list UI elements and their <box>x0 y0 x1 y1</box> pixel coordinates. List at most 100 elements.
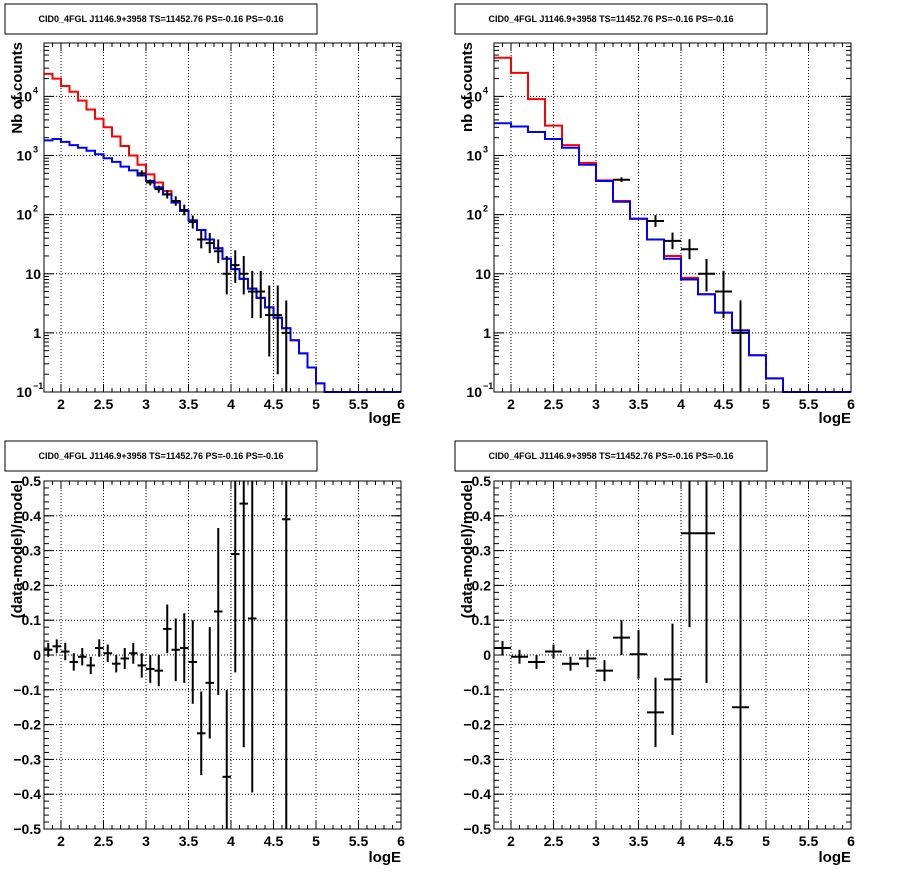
plot-area <box>494 481 749 829</box>
y-axis-title: nb of counts <box>459 42 476 132</box>
data-point <box>664 623 681 736</box>
data-point <box>681 481 698 628</box>
data-point <box>197 691 206 776</box>
x-tick-label: 3.5 <box>179 396 199 412</box>
plot-area <box>494 56 851 393</box>
y-tick-label: −0.5 <box>463 821 491 837</box>
data-point <box>103 644 112 662</box>
x-tick-label: 5.5 <box>799 833 819 849</box>
x-tick-label: 4 <box>227 396 235 412</box>
x-tick-label: 5 <box>312 396 320 412</box>
panel-top-left: CID0_4FGL J1146.9+3958 TS=11452.76 PS=-0… <box>4 3 405 427</box>
data-point <box>613 177 630 183</box>
data-point <box>154 185 163 193</box>
y-tick-label: −0.3 <box>463 751 491 767</box>
data-point <box>129 642 138 664</box>
data-point <box>596 660 613 682</box>
x-tick-label: 4.5 <box>714 396 734 412</box>
y-tick-label: 0 <box>33 647 41 663</box>
y-tick-label: 10 <box>16 384 32 400</box>
data-point <box>282 300 291 392</box>
x-tick-label: 6 <box>397 396 405 412</box>
data-point <box>647 677 664 748</box>
panel-title: CID0_4FGL J1146.9+3958 TS=11452.76 PS=-0… <box>488 451 733 461</box>
y-tick-exponent: 2 <box>483 204 488 214</box>
data-point <box>78 648 87 666</box>
data-point <box>231 250 240 283</box>
y-tick-label: 10 <box>16 88 32 104</box>
y-tick-label: −0.4 <box>13 786 41 802</box>
plot-area <box>44 72 401 393</box>
y-axis-title: Nb of counts <box>9 42 26 134</box>
x-tick-label: 5 <box>762 396 770 412</box>
data-point <box>732 481 749 829</box>
y-tick-exponent: 4 <box>33 85 38 95</box>
data-point <box>137 170 146 177</box>
data-point <box>231 481 240 673</box>
x-tick-label: 3 <box>592 396 600 412</box>
data-point <box>44 642 53 657</box>
data-point <box>630 629 647 679</box>
data-point <box>613 620 630 655</box>
y-axis-title: (data-model)/model <box>459 480 476 618</box>
x-tick-label: 3 <box>142 833 150 849</box>
y-tick-label: −0.2 <box>13 717 41 733</box>
y-tick-label: 0.2 <box>22 577 42 593</box>
data-point <box>562 656 579 671</box>
plot-frame <box>493 42 852 393</box>
data-point <box>120 648 129 669</box>
data-point <box>239 256 248 295</box>
panel-title-box <box>4 440 318 472</box>
data-point <box>197 230 206 249</box>
x-tick-label: 5.5 <box>349 833 369 849</box>
data-point <box>214 527 223 696</box>
data-point <box>86 656 95 675</box>
grid <box>44 481 401 829</box>
y-tick-exponent: 2 <box>33 204 38 214</box>
x-tick-label: 6 <box>397 833 405 849</box>
y-tick-label: 0.3 <box>22 543 42 559</box>
x-tick-label: 4.5 <box>264 396 284 412</box>
data-point <box>61 642 70 661</box>
data-point <box>239 481 248 748</box>
x-tick-label: 2 <box>507 396 515 412</box>
data-point <box>579 649 596 668</box>
y-tick-label: 10 <box>466 88 482 104</box>
y-axis-title: (data-model)/model <box>9 480 26 618</box>
data-point <box>137 653 146 678</box>
y-tick-label: −0.4 <box>463 786 491 802</box>
y-tick-label: 0.4 <box>22 508 42 524</box>
data-point <box>95 639 104 657</box>
data-point <box>171 196 180 206</box>
x-tick-label: 4 <box>677 396 685 412</box>
data-point <box>205 627 214 739</box>
data-point <box>69 653 78 671</box>
data-point <box>681 239 698 260</box>
data-point <box>52 639 61 654</box>
x-tick-label: 2.5 <box>94 833 114 849</box>
data-point <box>545 644 562 659</box>
x-tick-label: 5.5 <box>349 396 369 412</box>
x-tick-label: 4 <box>227 833 235 849</box>
x-tick-label: 4.5 <box>264 833 284 849</box>
y-tick-label: 0.5 <box>472 473 492 489</box>
data-point <box>180 204 189 216</box>
grid <box>44 43 401 392</box>
x-axis-title: logE <box>819 849 852 866</box>
panel-bottom-left: CID0_4FGL J1146.9+3958 TS=11452.76 PS=-0… <box>4 440 405 866</box>
panel-title-box <box>454 440 768 472</box>
x-tick-label: 3.5 <box>629 833 649 849</box>
y-tick-exponent: 3 <box>33 145 38 155</box>
x-tick-label: 3.5 <box>179 833 199 849</box>
y-tick-label: −0.5 <box>13 821 41 837</box>
data-point <box>528 655 545 669</box>
data-point <box>163 604 172 654</box>
x-tick-label: 2.5 <box>544 396 564 412</box>
y-tick-label: 0 <box>483 647 491 663</box>
data-point <box>647 215 664 227</box>
data-point <box>265 285 274 357</box>
y-tick-exponent: −1 <box>33 381 43 391</box>
y-tick-label: 10 <box>466 384 482 400</box>
x-tick-label: 3.5 <box>629 396 649 412</box>
